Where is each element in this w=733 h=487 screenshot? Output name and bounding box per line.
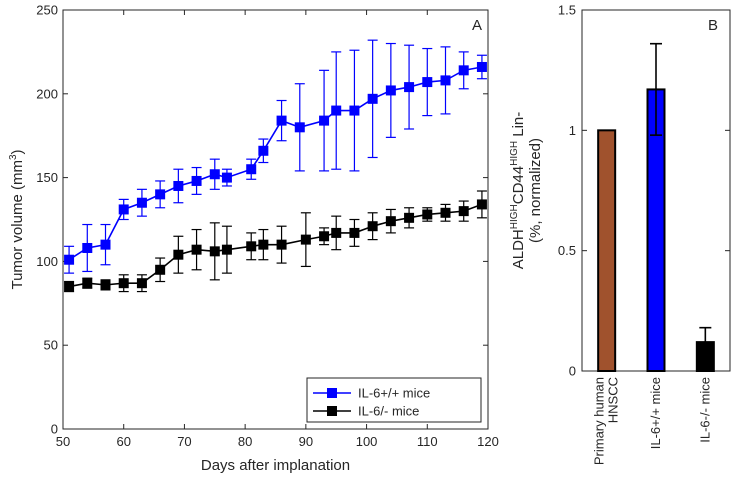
data-point [458, 206, 469, 217]
data-point [258, 239, 269, 250]
legend-item: IL-6+/+ mice [313, 386, 430, 401]
legend-marker [327, 388, 337, 398]
data-point [385, 216, 396, 227]
data-point [191, 175, 202, 186]
y-tick-label: 1 [569, 123, 576, 138]
data-point [100, 239, 111, 250]
data-point [155, 264, 166, 275]
data-point [155, 189, 166, 200]
data-point [246, 164, 257, 175]
y-tick-label: 1.5 [558, 3, 576, 18]
data-point [476, 61, 487, 72]
data-point [221, 172, 232, 183]
data-point [82, 278, 93, 289]
x-category-label: HNSCC [606, 377, 621, 423]
series-line [68, 66, 483, 261]
data-point [64, 254, 75, 265]
y-tick-label: 100 [36, 254, 58, 269]
x-tick-label: 70 [177, 434, 191, 449]
series-IL-6+/+ mice [64, 39, 487, 274]
data-point [440, 207, 451, 218]
x-tick-label: 100 [356, 434, 378, 449]
y-tick-label: 150 [36, 170, 58, 185]
series-IL-6/- mice [64, 190, 487, 293]
data-point [276, 115, 287, 126]
data-point [300, 234, 311, 245]
data-point [440, 75, 451, 86]
data-point [331, 227, 342, 238]
panel-label-a: A [472, 17, 482, 34]
legend-marker [327, 406, 337, 416]
data-point [422, 77, 433, 88]
y-tick-label: 0.5 [558, 243, 576, 258]
data-point [476, 199, 487, 210]
x-tick-label: 120 [477, 434, 499, 449]
data-point [422, 209, 433, 220]
y-tick-label: 0 [569, 364, 576, 379]
legend-label: IL-6/- mice [358, 404, 419, 419]
legend: IL-6+/+ mice IL-6/- mice [306, 377, 482, 423]
data-point [367, 93, 378, 104]
y-axis-title-line1: ALDHHIGHCD44HIGH Lin- [509, 112, 527, 270]
y-tick-label: 0 [51, 422, 58, 437]
data-point [173, 180, 184, 191]
data-point [246, 241, 257, 252]
data-point [64, 281, 75, 292]
data-point [82, 242, 93, 253]
bar [597, 129, 617, 372]
data-point [404, 212, 415, 223]
x-tick-label: 50 [56, 434, 70, 449]
x-tick-label: 60 [116, 434, 130, 449]
x-category-label: IL-6+/+ mice [648, 377, 663, 449]
data-point [136, 278, 147, 289]
x-tick-label: 80 [238, 434, 252, 449]
x-axis-title: Days after implanation [201, 457, 350, 474]
data-point [136, 197, 147, 208]
x-category-label: Primary human [592, 377, 607, 465]
data-point [209, 169, 220, 180]
data-point [209, 246, 220, 257]
y-axis-title-line2: (%, normalized) [527, 138, 544, 243]
x-tick-label: 90 [299, 434, 313, 449]
data-point [118, 204, 129, 215]
data-point [276, 239, 287, 250]
data-point [118, 278, 129, 289]
y-tick-label: 250 [36, 3, 58, 18]
plot-area-a [62, 9, 489, 430]
data-point [100, 279, 111, 290]
data-point [349, 105, 360, 116]
data-point [173, 249, 184, 260]
y-axis-title: Tumor volume (mm3) [8, 149, 26, 289]
legend-label: IL-6+/+ mice [358, 386, 430, 401]
data-point [221, 244, 232, 255]
data-point [191, 244, 202, 255]
data-point [349, 227, 360, 238]
data-point [258, 145, 269, 156]
series-line [68, 203, 483, 288]
data-point [319, 231, 330, 242]
data-point [385, 85, 396, 96]
data-point [458, 65, 469, 76]
data-point [319, 115, 330, 126]
panel-b: 0 0.5 1 1.5 Primary human HNSCC IL-6+/+ mice IL… [509, 3, 731, 465]
y-tick-label: 50 [44, 338, 58, 353]
x-category-label: IL-6-/- mice [697, 377, 712, 443]
panel-label-b: B [708, 17, 718, 34]
y-tick-label: 200 [36, 86, 58, 101]
legend-item: IL-6/- mice [313, 404, 419, 419]
data-point [404, 82, 415, 93]
data-point [294, 122, 305, 133]
data-point [367, 221, 378, 232]
data-point [331, 105, 342, 116]
x-tick-label: 110 [417, 434, 438, 449]
